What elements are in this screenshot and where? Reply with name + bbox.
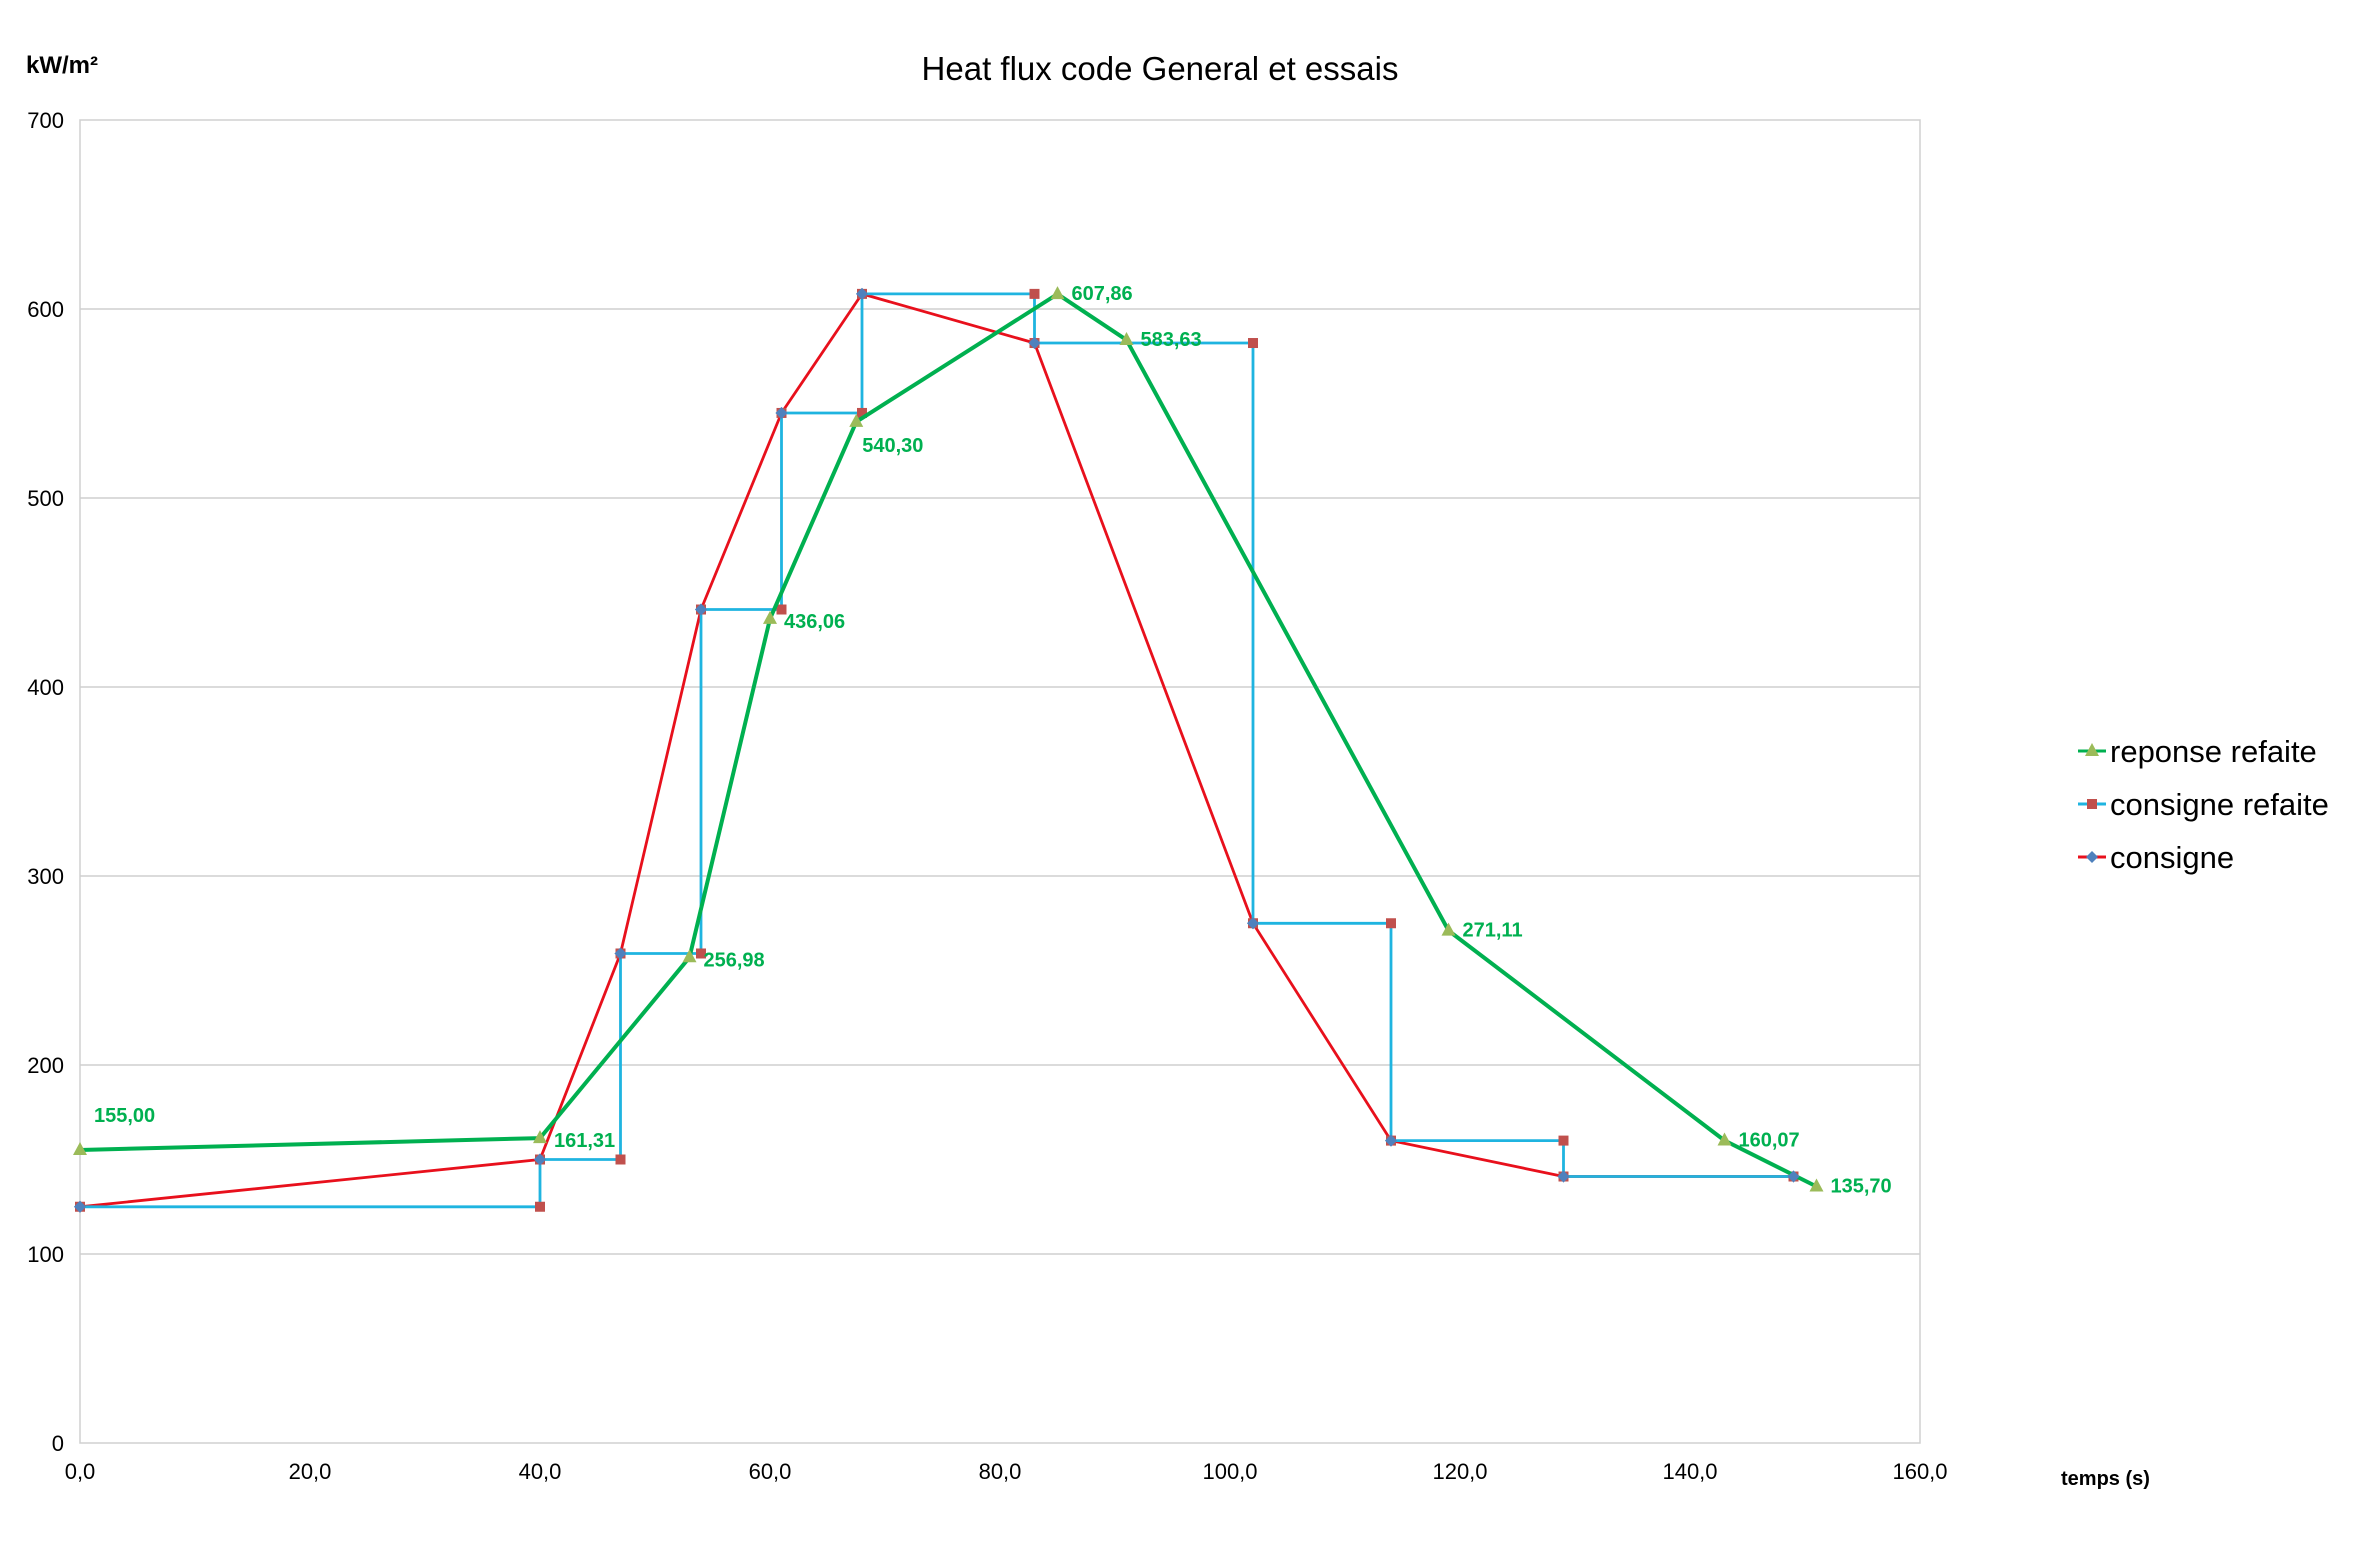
legend-entry: consigne refaite bbox=[2078, 787, 2329, 822]
data-point bbox=[1809, 1178, 1824, 1192]
x-tick-label: 60,0 bbox=[749, 1459, 792, 1484]
data-point bbox=[1557, 1170, 1570, 1183]
data-point bbox=[1029, 288, 1040, 299]
series-line bbox=[80, 292, 1794, 1209]
y-tick-label: 300 bbox=[27, 864, 64, 889]
y-tick-label: 400 bbox=[27, 675, 64, 700]
data-point bbox=[776, 604, 787, 615]
x-axis-ticks: 0,0 20,0 40,0 60,0 80,0 100,0 120,0 140,0 160,0 bbox=[65, 1459, 1948, 1484]
data-point bbox=[682, 949, 697, 963]
data-label: 436,06 bbox=[784, 611, 845, 633]
data-label: 271,11 bbox=[1463, 920, 1523, 942]
legend: reponse refaite consigne refaite consigne bbox=[2078, 734, 2329, 875]
data-point bbox=[1248, 338, 1258, 349]
y-axis-ticks: 0 100 200 300 400 500 600 700 bbox=[27, 108, 64, 1456]
data-point bbox=[1247, 917, 1259, 930]
legend-label: consigne bbox=[2110, 840, 2234, 875]
legend-marker bbox=[2086, 851, 2098, 863]
data-label: 161,31 bbox=[554, 1130, 615, 1152]
data-point bbox=[857, 407, 867, 418]
legend-label: reponse refaite bbox=[2110, 734, 2317, 769]
consigne-markers-overlay bbox=[74, 287, 1800, 1213]
gridlines bbox=[80, 308, 1920, 1255]
data-label: 160,07 bbox=[1739, 1129, 1800, 1151]
data-point bbox=[695, 603, 707, 616]
data-point bbox=[1787, 1170, 1800, 1183]
legend-marker bbox=[2085, 743, 2099, 756]
y-tick-label: 200 bbox=[27, 1053, 64, 1078]
x-tick-label: 100,0 bbox=[1202, 1459, 1257, 1484]
data-label: 135,70 bbox=[1831, 1176, 1892, 1198]
plot-area-border bbox=[79, 119, 1921, 1444]
data-point bbox=[73, 1142, 87, 1156]
y-tick-label: 600 bbox=[27, 297, 64, 322]
legend-entry: consigne bbox=[2078, 840, 2234, 875]
legend-entry: reponse refaite bbox=[2078, 734, 2317, 769]
data-label: 155,00 bbox=[94, 1105, 155, 1127]
y-tick-label: 100 bbox=[27, 1242, 64, 1267]
chart-title: Heat flux code General et essais bbox=[922, 50, 1399, 87]
x-tick-label: 40,0 bbox=[519, 1459, 562, 1484]
data-point bbox=[1050, 286, 1065, 300]
x-tick-label: 120,0 bbox=[1432, 1459, 1487, 1484]
series-line bbox=[79, 292, 1818, 1189]
data-point bbox=[1386, 918, 1396, 929]
data-point bbox=[74, 1200, 86, 1213]
series-reponse-refaite bbox=[73, 286, 1824, 1192]
data-point bbox=[1558, 1135, 1569, 1146]
data-label: 540,30 bbox=[862, 435, 923, 457]
legend-label: consigne refaite bbox=[2110, 787, 2329, 822]
data-point bbox=[1028, 337, 1041, 350]
data-label: 607,86 bbox=[1072, 283, 1133, 305]
data-point bbox=[615, 1154, 626, 1165]
y-tick-label: 500 bbox=[27, 486, 64, 511]
x-tick-label: 140,0 bbox=[1662, 1459, 1717, 1484]
x-tick-label: 0,0 bbox=[65, 1459, 96, 1484]
data-point bbox=[1717, 1132, 1732, 1146]
data-point bbox=[1441, 922, 1456, 936]
data-point bbox=[1385, 1134, 1397, 1147]
y-tick-label: 700 bbox=[27, 108, 64, 133]
data-point bbox=[775, 406, 788, 419]
series-layer bbox=[73, 286, 1824, 1213]
data-point bbox=[856, 287, 868, 300]
data-point bbox=[614, 947, 627, 960]
data-label: 256,98 bbox=[704, 949, 765, 971]
data-point bbox=[763, 610, 777, 624]
data-point bbox=[533, 1130, 547, 1144]
data-labels: 155,00 161,31 256,98 436,06 540,30 607,86 583,… bbox=[94, 283, 1892, 1197]
x-tick-label: 160,0 bbox=[1892, 1459, 1947, 1484]
data-label: 583,63 bbox=[1141, 329, 1202, 351]
y-axis-label: kW/m² bbox=[26, 52, 98, 79]
legend-marker bbox=[2087, 799, 2097, 809]
data-point bbox=[534, 1153, 546, 1166]
data-point bbox=[1119, 331, 1134, 345]
data-point bbox=[535, 1201, 545, 1212]
x-axis-label: temps (s) bbox=[2061, 1468, 2150, 1490]
x-tick-label: 80,0 bbox=[979, 1459, 1022, 1484]
data-point bbox=[696, 948, 706, 959]
data-point bbox=[849, 413, 864, 427]
x-tick-label: 20,0 bbox=[289, 1459, 332, 1484]
y-tick-label: 0 bbox=[52, 1431, 64, 1456]
